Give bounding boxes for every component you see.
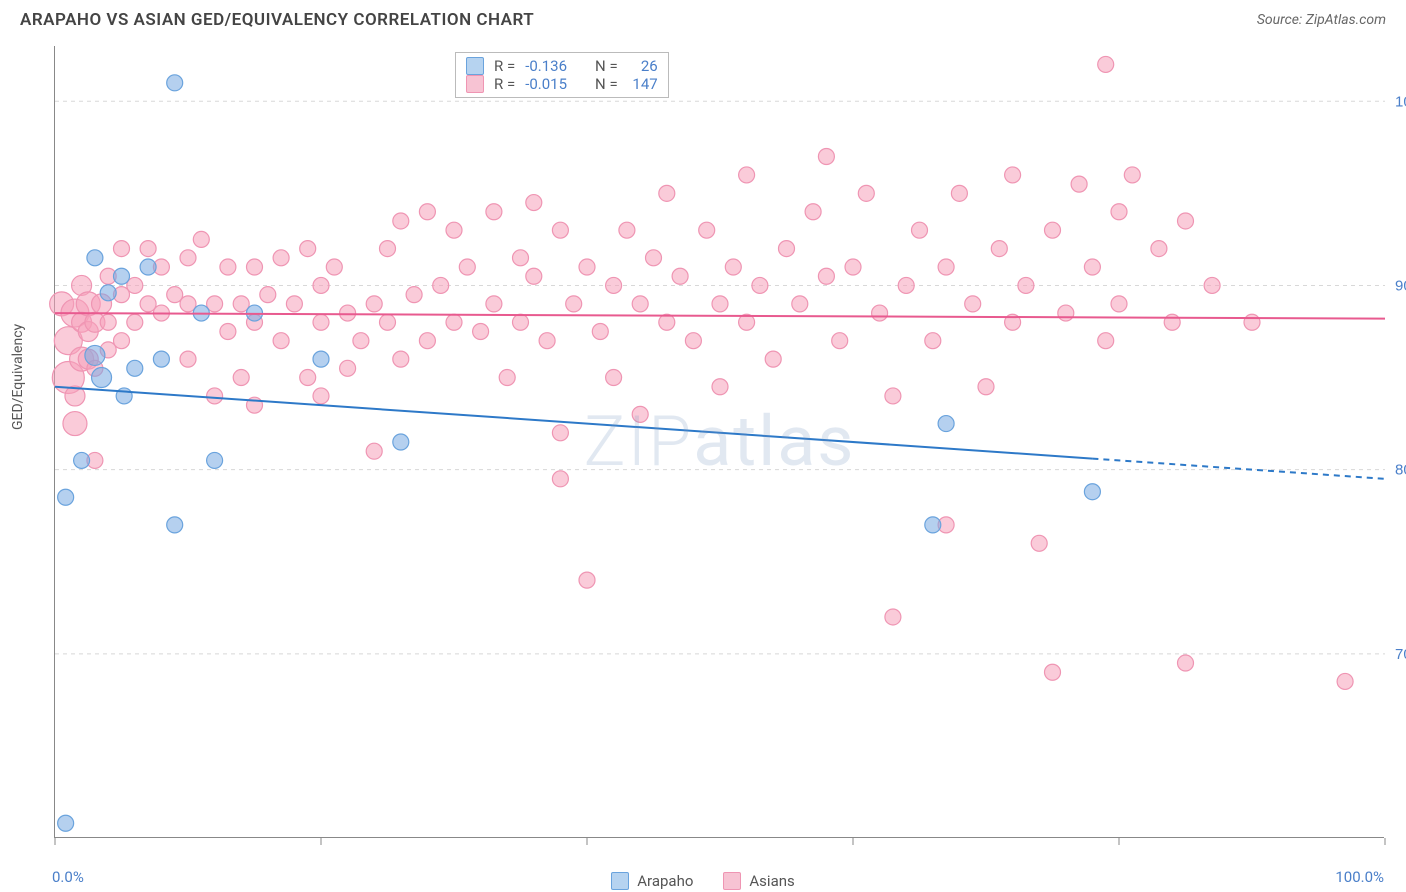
svg-text:70.0%: 70.0% [1395,646,1406,663]
r-label: R = [494,75,515,93]
legend-arapaho-label: Arapaho [637,872,693,890]
svg-text:90.0%: 90.0% [1395,277,1406,294]
legend-arapaho: Arapaho [611,872,693,890]
legend-asians: Asians [723,872,794,890]
n-label: N = [595,57,618,75]
asians-swatch-icon [723,872,741,890]
correlation-row-asians: R = -0.015 N = 147 [466,75,658,93]
arapaho-swatch-icon [466,57,484,75]
chart-title: ARAPAHO VS ASIAN GED/EQUIVALENCY CORRELA… [20,10,534,30]
correlation-legend: R = -0.136 N = 26 R = -0.015 N = 147 [455,52,669,98]
asians-r: -0.015 [525,75,567,93]
asians-swatch-icon [466,75,484,93]
chart-area: 70.0%80.0%90.0%100.0% ZIPatlas R = -0.13… [54,46,1384,838]
arapaho-r: -0.136 [525,57,567,75]
svg-text:100.0%: 100.0% [1395,93,1406,110]
correlation-row-arapaho: R = -0.136 N = 26 [466,57,658,75]
arapaho-n: 26 [628,57,658,75]
svg-text:80.0%: 80.0% [1395,462,1406,479]
asians-n: 147 [628,75,658,93]
chart-source: Source: ZipAtlas.com [1257,12,1386,28]
n-label: N = [595,75,618,93]
legend-asians-label: Asians [749,872,794,890]
y-axis-label: GED/Equivalency [10,324,26,430]
arapaho-swatch-icon [611,872,629,890]
r-label: R = [494,57,515,75]
footer-legend: Arapaho Asians [0,872,1406,890]
